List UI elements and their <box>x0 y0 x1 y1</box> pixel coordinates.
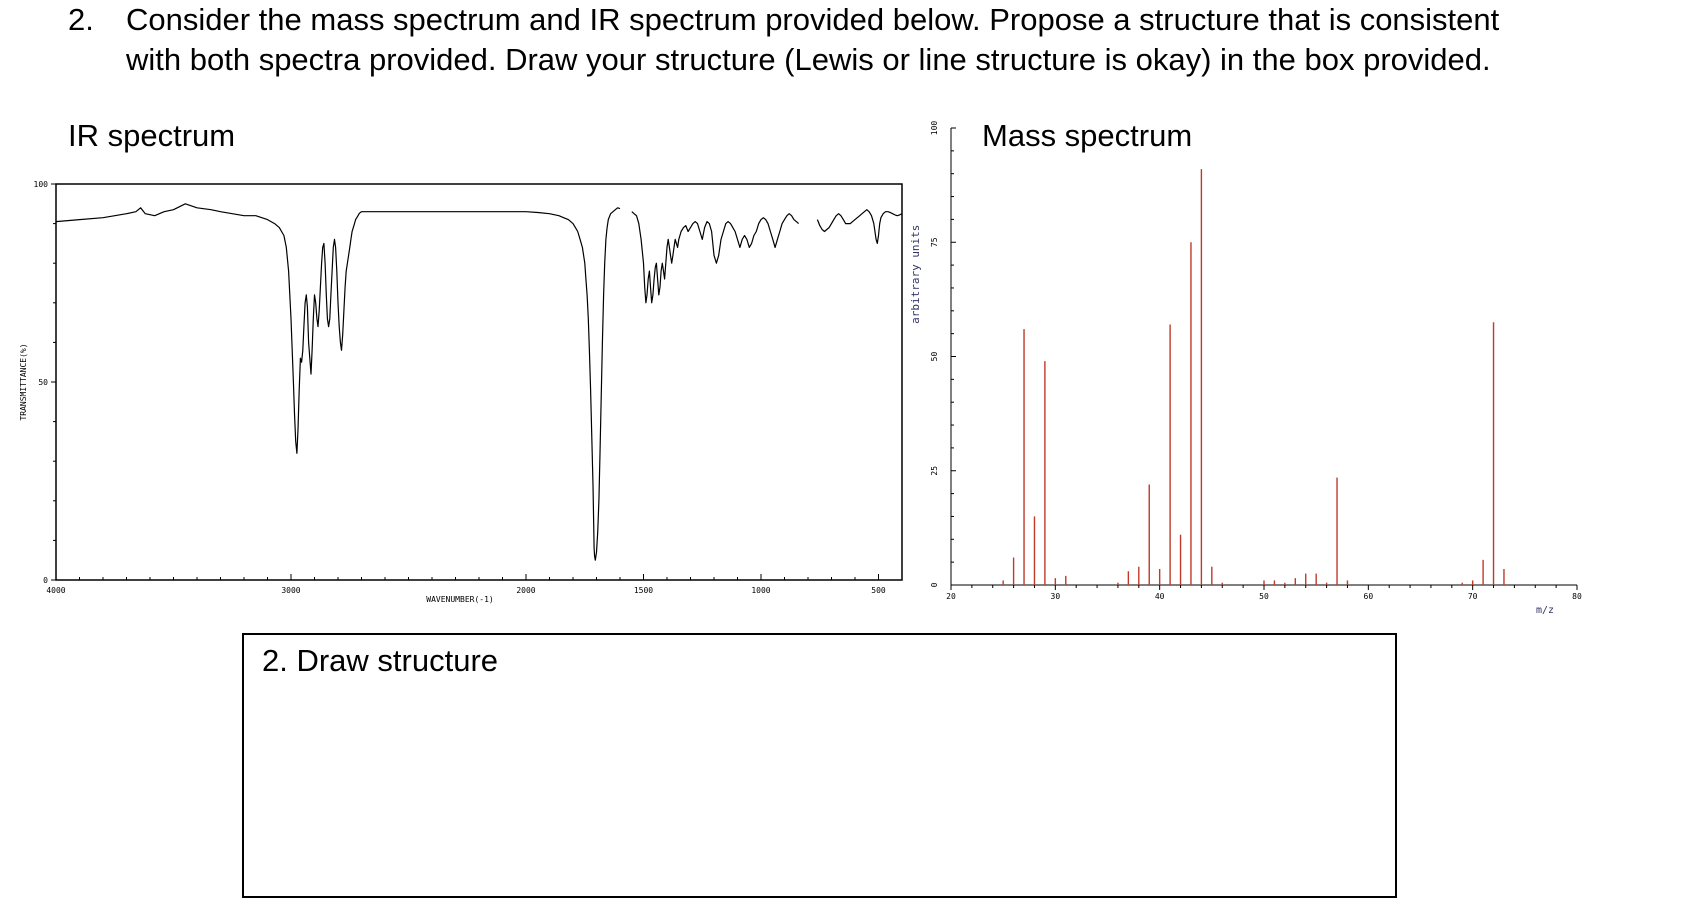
ir-x-tick-label: 500 <box>871 586 886 595</box>
ms-y-axis-label: arbitrary units <box>909 225 922 324</box>
draw-structure-box[interactable]: 2. Draw structure <box>242 633 1397 898</box>
ms-y-tick-label: 75 <box>930 237 939 247</box>
ir-y-tick-label: 0 <box>43 576 48 585</box>
ir-x-axis-label: WAVENUMBER(-1) <box>426 595 493 604</box>
question-line-1: Consider the mass spectrum and IR spectr… <box>126 2 1500 37</box>
ms-x-tick-label: 20 <box>946 592 956 601</box>
ir-x-tick-label: 3000 <box>281 586 300 595</box>
ir-y-tick-label: 50 <box>38 378 48 387</box>
question-line-2: with both spectra provided. Draw your st… <box>126 42 1491 77</box>
ir-y-axis-label: TRANSMITTANCE(%) <box>19 343 28 420</box>
ms-x-tick-label: 60 <box>1364 592 1374 601</box>
mass-spectrum-chart: 0 25 50 75 100 20 30 40 50 60 70 80 m/z arbitrary uni… <box>909 121 1582 616</box>
mass-spectrum-title: Mass spectrum <box>982 118 1193 153</box>
ms-x-tick-label: 30 <box>1051 592 1061 601</box>
draw-structure-label: 2. Draw structure <box>262 643 499 678</box>
ms-y-tick-label: 0 <box>930 582 939 587</box>
ir-y-tick-label: 100 <box>34 180 49 189</box>
ir-spectrum-line-2 <box>631 211 799 304</box>
ir-spectrum-line-1 <box>55 203 621 561</box>
ir-spectrum-line-3 <box>816 209 903 245</box>
ir-plot-frame <box>55 183 903 581</box>
ir-x-tick-label: 1000 <box>751 586 770 595</box>
ir-x-tick-label: 1500 <box>634 586 653 595</box>
ms-x-tick-label: 40 <box>1155 592 1165 601</box>
ir-x-tick-label: 4000 <box>46 586 65 595</box>
ir-spectrum-title: IR spectrum <box>68 118 236 153</box>
ms-y-tick-label: 50 <box>930 352 939 362</box>
ms-x-tick-label: 70 <box>1468 592 1478 601</box>
ms-x-tick-label: 50 <box>1259 592 1269 601</box>
ms-x-axis-label: m/z <box>1536 605 1554 616</box>
ir-spectrum-chart: 4000 3000 2000 1500 1000 500 0 50 100 WAVENUMBER(… <box>19 180 903 604</box>
ms-x-tick-label: 80 <box>1572 592 1582 601</box>
ms-y-tick-label: 25 <box>930 466 939 476</box>
question-number: 2. <box>68 2 94 37</box>
ms-y-tick-label: 100 <box>930 121 939 136</box>
ir-x-tick-label: 2000 <box>516 586 535 595</box>
